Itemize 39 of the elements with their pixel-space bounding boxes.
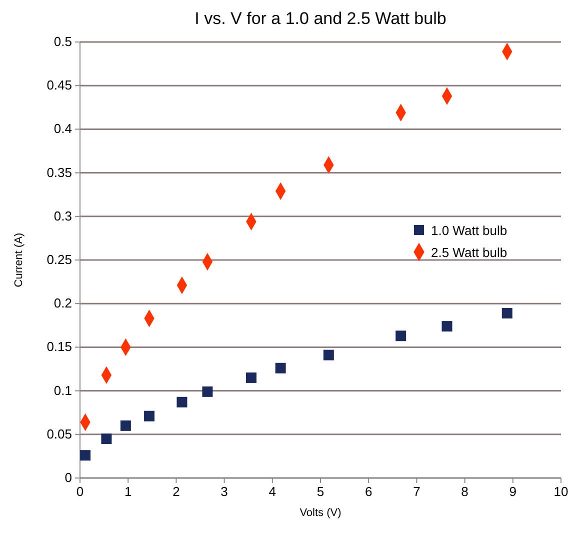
x-tick-label: 0 [76, 484, 84, 499]
point [442, 321, 452, 332]
x-tick-label: 3 [220, 484, 228, 499]
point [502, 308, 512, 318]
x-axis-title: Volts (V) [300, 507, 342, 519]
point [275, 362, 286, 374]
x-tick-label: 6 [364, 484, 372, 499]
x-tick-label: 1 [124, 484, 132, 499]
y-tick-label: 0 [64, 470, 72, 485]
x-tick-label: 4 [268, 484, 276, 499]
point [202, 386, 213, 397]
y-tick-label: 0.25 [46, 252, 72, 267]
y-tick-label: 0.1 [54, 382, 72, 398]
point [101, 434, 112, 444]
legend-label: 2.5 Watt bulb [431, 245, 508, 260]
point [80, 450, 91, 461]
y-tick-label: 0.05 [46, 426, 72, 442]
point [323, 350, 334, 360]
y-tick-label: 0.35 [46, 164, 72, 180]
y-tick-label: 0.15 [46, 339, 72, 354]
point [246, 372, 256, 383]
point [120, 420, 131, 431]
y-tick-label: 0.5 [54, 34, 72, 49]
point [144, 410, 155, 422]
y-tick-label: 0.2 [54, 296, 72, 311]
y-tick-label: 0.45 [46, 78, 72, 93]
x-tick-label: 10 [554, 484, 568, 499]
x-tick-label: 8 [461, 484, 468, 499]
legend-label: 1.0 Watt bulb [431, 223, 508, 238]
x-tick-label: 2 [172, 484, 180, 499]
point [396, 330, 406, 342]
chart-title: I vs. V for a 1.0 and 2.5 Watt bulb [194, 9, 446, 28]
x-tick-label: 9 [509, 484, 517, 499]
point [176, 396, 188, 408]
x-tick-label: 5 [316, 484, 324, 499]
y-tick-label: 0.4 [54, 121, 72, 136]
y-axis-title: Current (A) [13, 232, 25, 288]
y-tick-label: 0.3 [54, 208, 72, 224]
x-tick-label: 7 [413, 484, 420, 499]
